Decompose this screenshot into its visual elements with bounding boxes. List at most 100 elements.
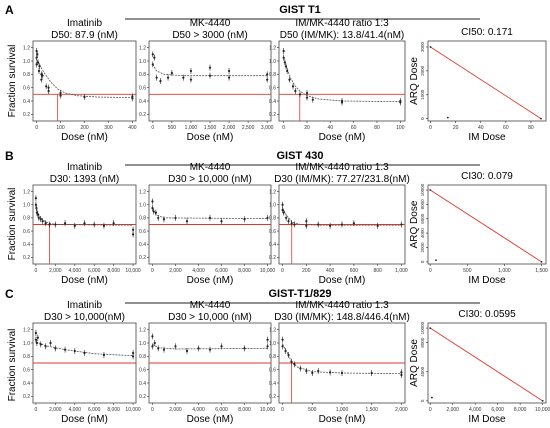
x-tick-label: 20 <box>304 125 310 131</box>
x-axis-label: Dose (nM) <box>187 275 234 286</box>
data-point <box>162 218 166 221</box>
y-tick-label: 0 <box>420 399 425 402</box>
x-tick-label: 3,000 <box>261 125 274 131</box>
data-point <box>131 355 135 358</box>
panel-title-a2: MK-4440 <box>190 18 231 29</box>
data-point <box>159 79 162 83</box>
y-tick-label: 1.0 <box>139 203 146 209</box>
data-point <box>59 91 62 95</box>
panel-subtitle-c1: D30 > 10,000(nM) <box>44 312 125 323</box>
data-point <box>189 69 193 73</box>
x-tick-label: 4,000 <box>469 407 482 413</box>
data-point <box>166 76 170 79</box>
y-tick-label: 4000 <box>420 228 425 239</box>
data-point <box>220 220 223 223</box>
panel-title-c3: IM/MK-4440 ratio 1:3 <box>295 300 389 311</box>
panel-title-b1: Imatinib <box>67 162 102 173</box>
x-tick-label: 6,000 <box>88 268 101 274</box>
data-point <box>48 223 51 226</box>
y-tick-label: 1.2 <box>269 189 276 195</box>
data-point <box>185 220 189 223</box>
x-tick-label: 0 <box>35 268 38 274</box>
y-tick-label: 6000 <box>420 213 425 224</box>
data-point <box>54 347 57 350</box>
y-tick-label: 1.2 <box>269 327 276 333</box>
data-point <box>157 347 160 350</box>
endpoint-marker <box>541 399 544 402</box>
x-tick-label: 60 <box>503 125 509 131</box>
data-point <box>208 74 212 77</box>
data-point <box>151 345 154 348</box>
data-point <box>305 224 308 227</box>
fit-curve <box>282 207 402 226</box>
panel-subtitle-a3: D50 (IM/MK): 13.8/41.4(nM) <box>280 30 404 41</box>
endpoint-marker <box>540 117 542 120</box>
plot-frame <box>427 40 547 122</box>
y-tick-label: 0.8 <box>139 354 146 360</box>
panel-c4: CI30: 0.0595 0 2,000 4,000 6,000 8,000 10,000 0… <box>409 309 550 425</box>
data-point <box>40 78 43 81</box>
data-point <box>45 85 48 88</box>
data-point <box>35 341 38 345</box>
data-point <box>317 369 320 373</box>
data-point <box>131 351 135 355</box>
data-point <box>151 335 154 338</box>
plot-frame <box>278 40 406 122</box>
additivity-line <box>429 189 542 263</box>
y-tick-label: 0.4 <box>139 381 146 387</box>
data-point <box>282 49 285 53</box>
x-axis-label: IM Dose <box>468 132 506 143</box>
panel-title-a4: CI50: 0.171 <box>461 27 513 38</box>
data-point <box>37 216 40 220</box>
y-tick-label: 0.8 <box>23 216 30 222</box>
y-tick-label: 0.2 <box>269 255 276 261</box>
plot-frame <box>427 184 547 265</box>
x-tick-label: 2,500 <box>242 125 255 131</box>
panel-subtitle-c2: D30 > 10,000 (nM) <box>168 312 252 323</box>
data-point <box>281 203 284 206</box>
data-point <box>329 371 332 374</box>
data-point <box>41 220 44 223</box>
y-axis-label-c: Fraction survival <box>7 329 18 402</box>
data-point <box>290 222 293 225</box>
x-tick-label: 10,000 <box>260 407 276 413</box>
endpoint-marker <box>429 46 432 48</box>
data-point <box>208 348 212 351</box>
x-tick-label: 4,000 <box>69 407 82 413</box>
x-tick-label: 1,000 <box>498 268 511 274</box>
x-tick-label: 0 <box>35 407 38 413</box>
data-point <box>243 218 246 221</box>
data-point <box>151 200 154 203</box>
y-axis-label-b: Fraction survival <box>7 188 18 261</box>
data-point <box>154 211 158 214</box>
data-point <box>266 73 269 76</box>
data-point <box>399 101 402 104</box>
y-tick-label: 0.2 <box>139 112 146 118</box>
x-tick-label: 1,000 <box>185 125 198 131</box>
data-point <box>291 85 295 88</box>
y-tick-label: 1.0 <box>23 59 30 65</box>
x-tick-label: 8,000 <box>238 268 251 274</box>
data-point <box>44 222 47 225</box>
data-point <box>370 371 373 375</box>
data-point <box>73 349 76 353</box>
data-point <box>293 363 296 366</box>
y-tick-label: 1.0 <box>269 203 276 209</box>
x-tick-label: 10,000 <box>125 268 141 274</box>
data-point <box>340 223 344 226</box>
panel-title-b3: IM/MK-4440 ratio 1:3 <box>295 162 389 173</box>
data-point <box>182 76 185 79</box>
x-tick-label: 1,500 <box>204 125 217 131</box>
y-tick-label: 0.6 <box>139 229 146 235</box>
data-point <box>35 63 38 66</box>
panel-subtitle-b1: D30: 1393 (nM) <box>50 174 119 185</box>
x-tick-label: 800 <box>373 268 382 274</box>
data-point <box>284 65 288 68</box>
data-point <box>36 213 39 216</box>
x-tick-label: 8,000 <box>514 407 527 413</box>
x-tick-label: 8,000 <box>238 407 251 413</box>
data-point <box>83 222 86 225</box>
x-tick-label: 2,000 <box>169 268 182 274</box>
